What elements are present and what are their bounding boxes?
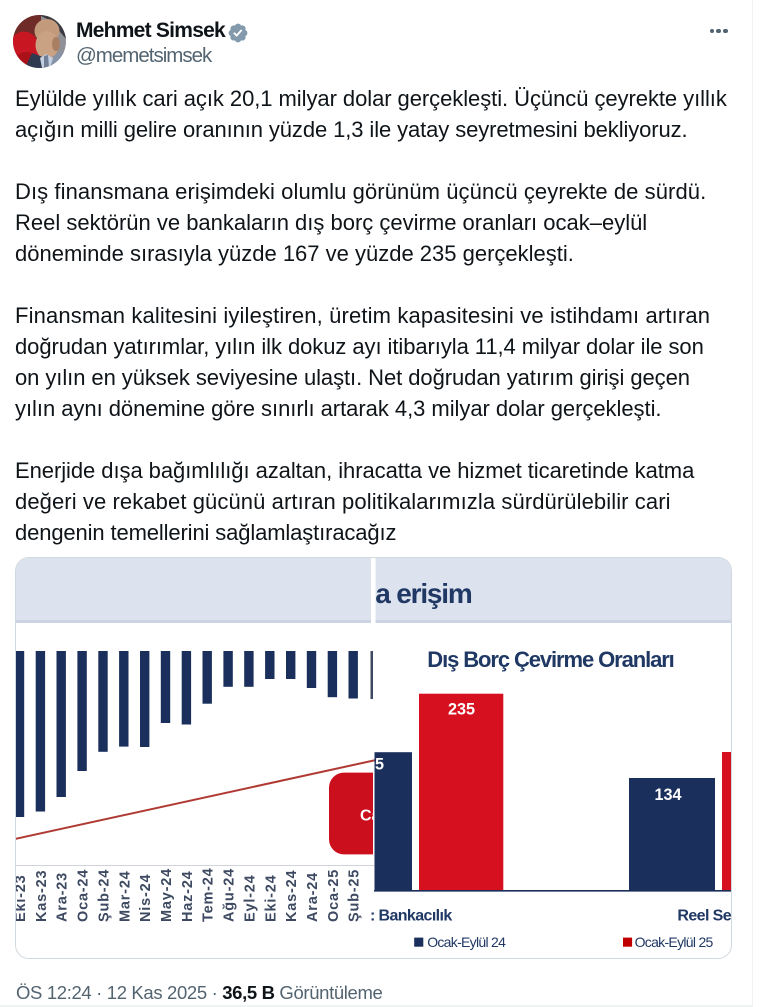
svg-text:5: 5 <box>375 756 384 774</box>
svg-text:Şub-24: Şub-24 <box>97 869 113 922</box>
svg-text:a erişim: a erişim <box>375 578 472 609</box>
svg-text:Eyl-24: Eyl-24 <box>242 874 258 922</box>
svg-text:Ara-24: Ara-24 <box>305 872 321 922</box>
svg-text:Ara-23: Ara-23 <box>55 872 71 922</box>
svg-text:Ağu-24: Ağu-24 <box>222 868 238 922</box>
svg-text:Kas-23: Kas-23 <box>34 870 50 922</box>
svg-text:Oca-24: Oca-24 <box>76 869 92 922</box>
svg-text:Reel Sektör: Reel Sektör <box>677 908 732 925</box>
svg-text:Haz-24: Haz-24 <box>180 870 196 922</box>
svg-text::: : <box>370 908 375 925</box>
svg-text:Ocak-Eylül 24: Ocak-Eylül 24 <box>427 934 506 950</box>
svg-text:Nis-24: Nis-24 <box>138 874 154 922</box>
svg-text:May-24: May-24 <box>159 868 175 922</box>
svg-text:Dış Borç Çevirme Oranları: Dış Borç Çevirme Oranları <box>427 647 673 672</box>
svg-text:Bankacılık: Bankacılık <box>379 908 453 925</box>
svg-text:Şub-25: Şub-25 <box>347 869 363 922</box>
svg-text:Mar-24: Mar-24 <box>117 870 133 922</box>
svg-text:Eki-24: Eki-24 <box>263 874 279 922</box>
svg-text:Kas-24: Kas-24 <box>284 870 300 922</box>
svg-text:235: 235 <box>448 700 475 718</box>
svg-text:Ocak-Eylül 25: Ocak-Eylül 25 <box>635 934 714 950</box>
svg-text:Eki-23: Eki-23 <box>16 874 29 922</box>
svg-text:134: 134 <box>654 786 681 804</box>
svg-text:Oca-25: Oca-25 <box>326 869 342 922</box>
svg-text:Tem-24: Tem-24 <box>201 868 217 923</box>
